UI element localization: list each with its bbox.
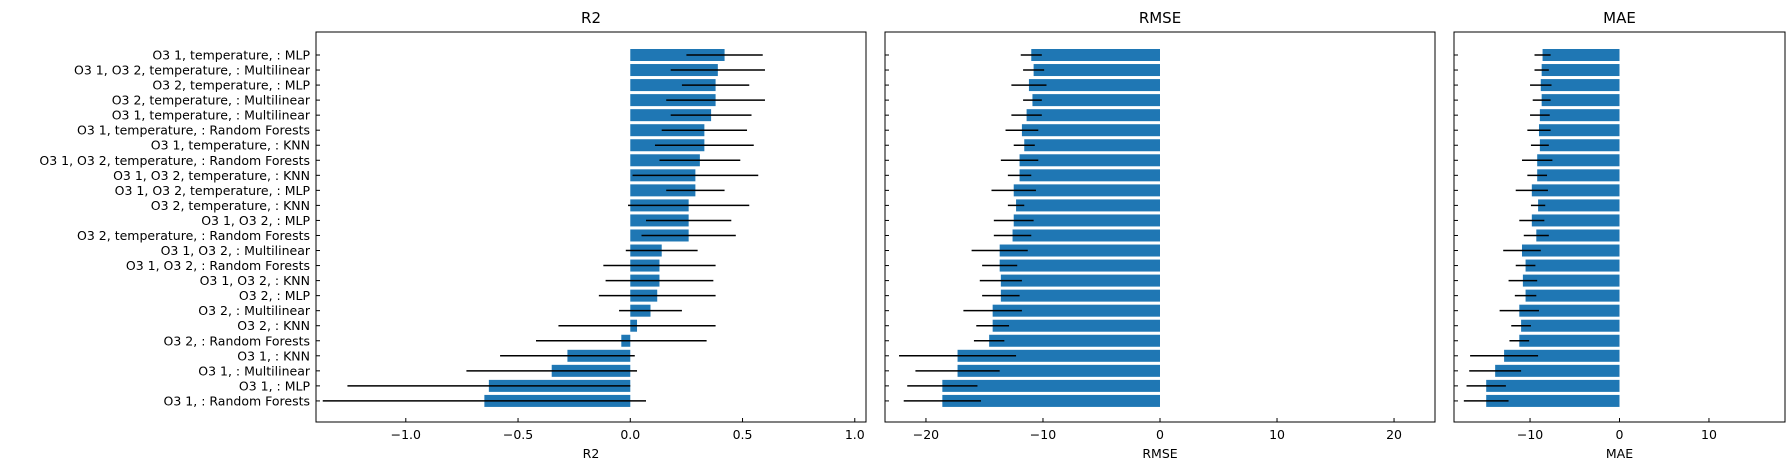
y-tick-label: O3 1, : Multilinear [198,363,311,378]
y-tick-label: O3 1, temperature, : Multilinear [112,108,311,123]
bar [1525,259,1620,272]
bar [630,49,725,61]
x-tick-label: −10 [1517,427,1543,442]
bar [957,364,1160,377]
x-tick-label: 20 [1386,427,1402,442]
bar [1519,304,1620,317]
bar [1033,64,1160,77]
bar [1486,394,1620,407]
bar [999,259,1160,272]
bar [1541,64,1620,77]
bar [1537,154,1620,167]
y-tick-label: O3 1, O3 2, temperature, : KNN [113,168,310,183]
bar [1013,214,1160,227]
y-tick-label: O3 1, O3 2, : Random Forests [126,258,310,273]
bar [1019,169,1160,182]
bar [992,319,1160,332]
y-tick-label: O3 2, : Multilinear [198,303,311,318]
bar [1012,229,1160,242]
bar [999,244,1160,257]
bar [1000,289,1160,302]
y-tick-label: O3 2, : Random Forests [164,333,310,348]
x-tick-label: −1.0 [391,427,421,442]
y-tick-label: O3 1, O3 2, : Multilinear [161,243,311,258]
x-axis-label: RMSE [1142,446,1177,461]
x-tick-label: 10 [1269,427,1285,442]
y-tick-label: O3 2, : KNN [237,318,310,333]
bar [1026,109,1160,122]
bar [1495,364,1620,377]
bar [1531,184,1620,197]
bar [1024,139,1160,152]
bar [1521,244,1620,257]
panel-title: R2 [581,9,601,27]
bar [942,379,1160,392]
x-tick-label: 1.0 [845,427,865,442]
x-tick-label: 0.5 [733,427,753,442]
y-tick-label: O3 2, temperature, : Random Forests [77,228,310,243]
x-axis-label: R2 [583,446,600,461]
bar [1032,94,1160,107]
y-tick-label: O3 1, O3 2, : KNN [200,273,310,288]
bar [1021,124,1160,137]
bar [1538,199,1620,212]
y-tick-label: O3 1, O3 2, temperature, : MLP [115,183,311,198]
x-tick-label: 10 [1701,427,1717,442]
x-tick-label: −0.5 [503,427,533,442]
panel-title: RMSE [1139,9,1181,27]
bar [1019,154,1160,167]
x-tick-label: −10 [1030,427,1056,442]
bar [1013,184,1160,197]
y-tick-label: O3 1, : KNN [237,348,310,363]
bar [1542,49,1620,61]
x-axis-label: MAE [1606,446,1633,461]
bar [1531,214,1620,227]
y-tick-label: O3 1, temperature, : Random Forests [77,123,310,138]
x-tick-label: 0 [1616,427,1624,442]
x-tick-label: 0 [1156,427,1164,442]
bar [942,394,1160,407]
bar [1031,49,1160,61]
y-tick-label: O3 1, O3 2, temperature, : Random Forest… [39,153,310,168]
bar [1525,289,1620,302]
x-tick-label: −20 [913,427,939,442]
panel-title: MAE [1603,9,1636,27]
bar [1541,94,1620,107]
y-tick-label: O3 2, temperature, : Multilinear [112,93,311,108]
bar [1522,274,1620,287]
y-tick-label: O3 2, temperature, : MLP [152,78,310,93]
y-tick-label: O3 2, : MLP [239,288,311,303]
y-tick-label: O3 1, temperature, : MLP [152,48,310,63]
bar [1537,169,1620,182]
bar [1539,139,1620,152]
bar [992,304,1160,317]
bar [1504,349,1620,362]
axes-frame-0 [315,31,867,423]
bar [1539,109,1620,122]
bar [1016,199,1160,212]
bar [957,349,1160,362]
y-tick-label: O3 1, O3 2, : MLP [201,213,310,228]
bar [1540,79,1620,92]
x-tick-label: 0.0 [620,427,640,442]
bar [1521,319,1620,332]
bar [630,79,716,92]
y-tick-label: O3 1, temperature, : KNN [151,138,310,153]
bar [1538,124,1620,137]
bar [1486,379,1620,392]
bar [1519,334,1620,347]
y-tick-label: O3 1, : Random Forests [164,393,310,408]
bar [1000,274,1160,287]
bar [1536,229,1620,242]
bar [1028,79,1160,92]
bar [630,184,696,197]
y-tick-label: O3 1, O3 2, temperature, : Multilinear [74,63,311,78]
y-tick-label: O3 1, : MLP [239,378,311,393]
bar [989,334,1160,347]
y-tick-label: O3 2, temperature, : KNN [151,198,310,213]
